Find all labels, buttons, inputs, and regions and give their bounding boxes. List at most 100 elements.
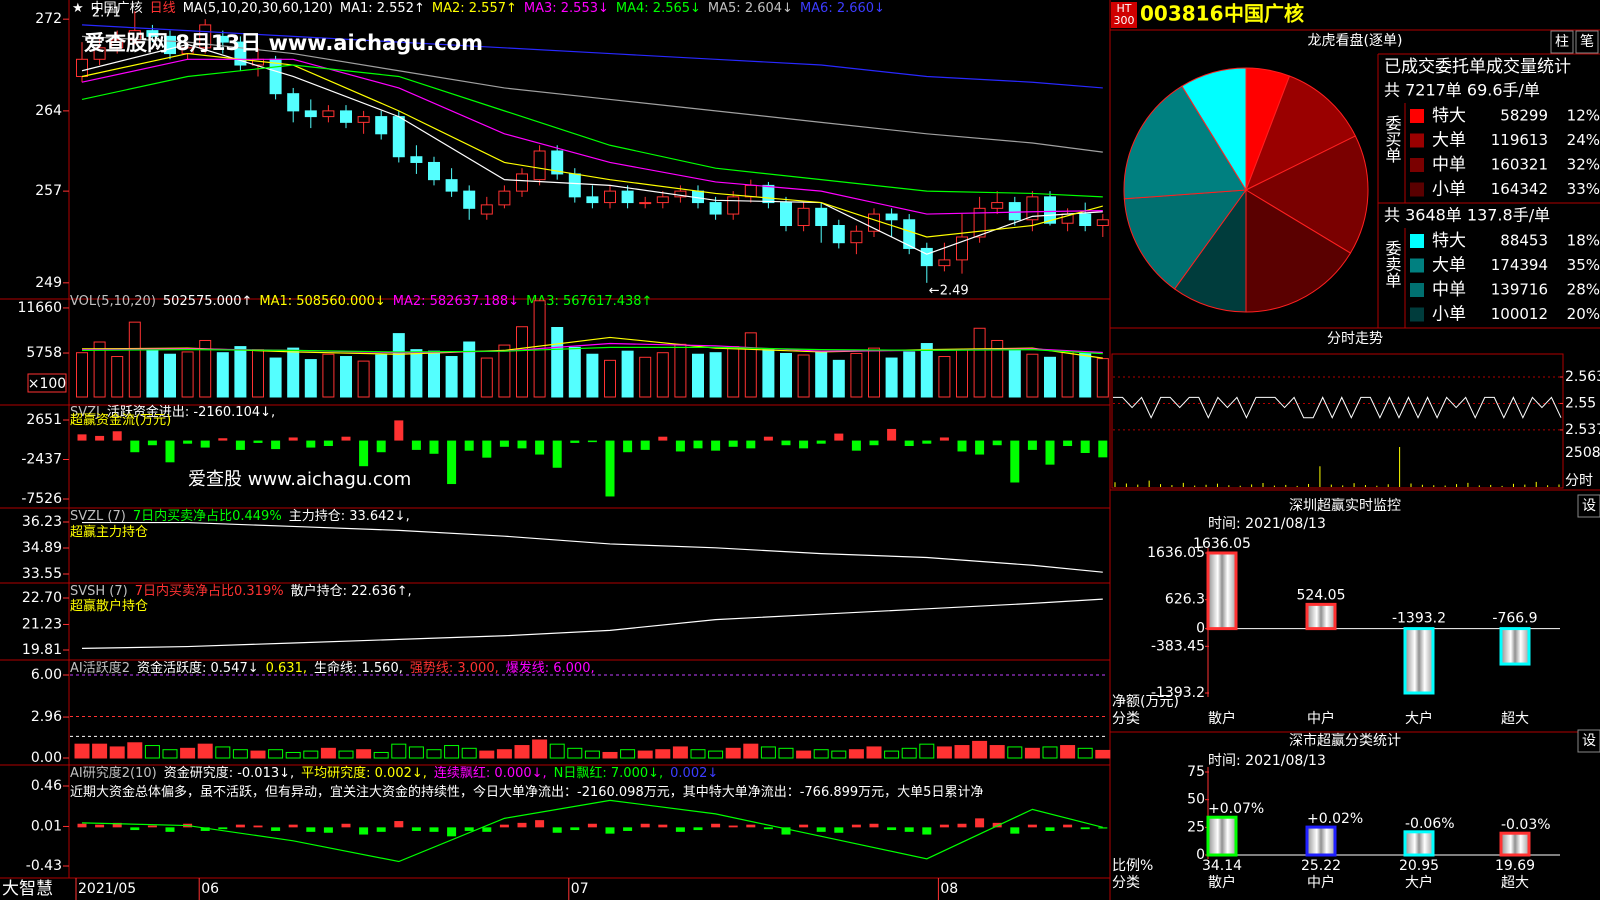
flow-bar — [746, 440, 756, 449]
table-title: 已成交委托单成交量统计 — [1384, 57, 1571, 77]
volume-bar — [463, 341, 476, 398]
category-label: 超大 — [1501, 711, 1529, 727]
volume-bar — [762, 349, 775, 398]
header-item: 近期大资金总体偏多，虽不活跃，但有异动，宜关注大资金的持续性，今日大单净流出：-… — [70, 784, 983, 800]
flow-bar — [429, 440, 439, 454]
header-item: 0.002↓ — [670, 766, 718, 781]
panel-header: AI活跃度2 资金活跃度: 0.547↓ 0.631, 生命线: 1.560, 强势线:… — [70, 660, 595, 676]
flow-bar — [411, 827, 421, 831]
side-label: 委买单 — [1383, 115, 1402, 163]
flow-bar — [1080, 827, 1090, 830]
y-tick-label: 1636.05 — [1147, 545, 1205, 561]
candle-body — [533, 150, 546, 181]
value-label: 19.69 — [1495, 858, 1535, 874]
candle-body — [885, 213, 898, 221]
candle-body — [568, 173, 581, 198]
volume-bar — [216, 352, 229, 398]
toggle-button[interactable]: 笔 — [1575, 30, 1599, 54]
settings-button[interactable]: 设 — [1577, 494, 1600, 518]
flow-bar — [288, 437, 298, 441]
flow-bar — [147, 440, 157, 446]
flow-bar — [711, 823, 721, 828]
flow-bar — [623, 440, 633, 453]
section-title: 龙虎看盘(逐单) — [1308, 32, 1403, 49]
activity-bar — [760, 746, 776, 759]
flow-bar — [816, 827, 826, 832]
pie-slice — [1245, 75, 1357, 192]
value-label: 524.05 — [1297, 587, 1346, 603]
flow-bar — [605, 440, 615, 497]
header-item: 0.631, — [266, 661, 307, 676]
toggle-button[interactable]: 柱 — [1550, 30, 1574, 54]
y-tick-label: 25 — [1187, 819, 1205, 835]
header-item: 日线 — [150, 1, 176, 16]
volume-bar — [1008, 349, 1021, 398]
volume-bar — [727, 346, 740, 398]
activity-bar — [250, 750, 266, 759]
activity-bar — [602, 751, 618, 759]
activity-bar — [848, 749, 864, 759]
y-tick-label: -0.43 — [26, 858, 62, 874]
y-tick-label: 0.00 — [31, 750, 62, 766]
flow-bar — [975, 440, 985, 455]
candle-body — [850, 230, 863, 244]
flow-bar — [323, 440, 333, 447]
flow-bar — [165, 440, 175, 463]
candle-body — [586, 196, 599, 204]
header-item: MA4: 2.565↓ — [616, 1, 701, 16]
flow-bar — [535, 820, 545, 828]
candle-body — [1079, 213, 1092, 227]
change-label: +0.07% — [1208, 801, 1264, 817]
header-item: MA1: 508560.000↓ — [259, 294, 385, 309]
header-item: 连续飘红: 0.000↓, — [434, 765, 547, 781]
volume-bar — [111, 356, 124, 398]
flow-bar — [640, 440, 650, 450]
bar — [1403, 830, 1435, 857]
row-value: 174394 — [1491, 256, 1548, 274]
flow-bar — [816, 440, 826, 444]
row-name: 大单 — [1432, 131, 1466, 151]
header-item: MA(5,10,20,30,60,120) — [183, 1, 333, 16]
flow-bar — [1045, 827, 1055, 831]
header-item: MA3: 567617.438↑ — [526, 294, 652, 309]
candle-body — [797, 207, 810, 227]
header-item: 超赢散户持仓 — [70, 598, 148, 614]
candle-body — [480, 204, 493, 215]
y-tick-label: -2437 — [21, 451, 62, 467]
activity-bar — [444, 745, 460, 759]
flow-bar — [587, 823, 597, 828]
activity-bar — [655, 749, 671, 759]
activity-bar — [672, 746, 688, 759]
settings-button[interactable]: 设 — [1577, 729, 1600, 753]
header-item: 中国广核 — [91, 1, 143, 16]
row-percent: 33% — [1567, 180, 1600, 198]
y-tick-label: 272 — [35, 11, 62, 27]
activity-bar — [1007, 746, 1023, 759]
activity-bar — [408, 746, 424, 759]
legend-swatch — [1410, 307, 1424, 322]
panel-header: AI研究度2(10) 资金研究度: -0.013↓, 平均研究度: 0.002↓, 连… — [70, 765, 718, 781]
activity-bar — [461, 747, 477, 759]
row-name: 小单 — [1432, 180, 1466, 200]
date-label: 2021/05 — [78, 881, 136, 897]
button-label: 柱 — [1555, 34, 1569, 50]
flow-bar — [552, 827, 562, 833]
volume-bar — [903, 351, 916, 398]
activity-bar — [514, 745, 530, 759]
flow-bar — [376, 440, 386, 453]
series-line — [81, 24, 1103, 89]
candle-body — [234, 41, 247, 66]
legend-swatch — [1410, 258, 1424, 273]
candle-body — [392, 116, 405, 158]
y-tick-label: 50 — [1187, 792, 1205, 808]
candle-body — [815, 207, 828, 227]
volume-bar — [780, 352, 792, 398]
candle-body — [1044, 196, 1056, 224]
activity-bar — [197, 743, 213, 759]
flow-bar — [675, 440, 685, 452]
activity-bar — [215, 746, 231, 759]
candle-body — [551, 150, 564, 175]
flow-bar — [235, 824, 245, 828]
y-tick-label: 25080 — [1565, 445, 1600, 461]
flow-bar — [1027, 440, 1037, 450]
